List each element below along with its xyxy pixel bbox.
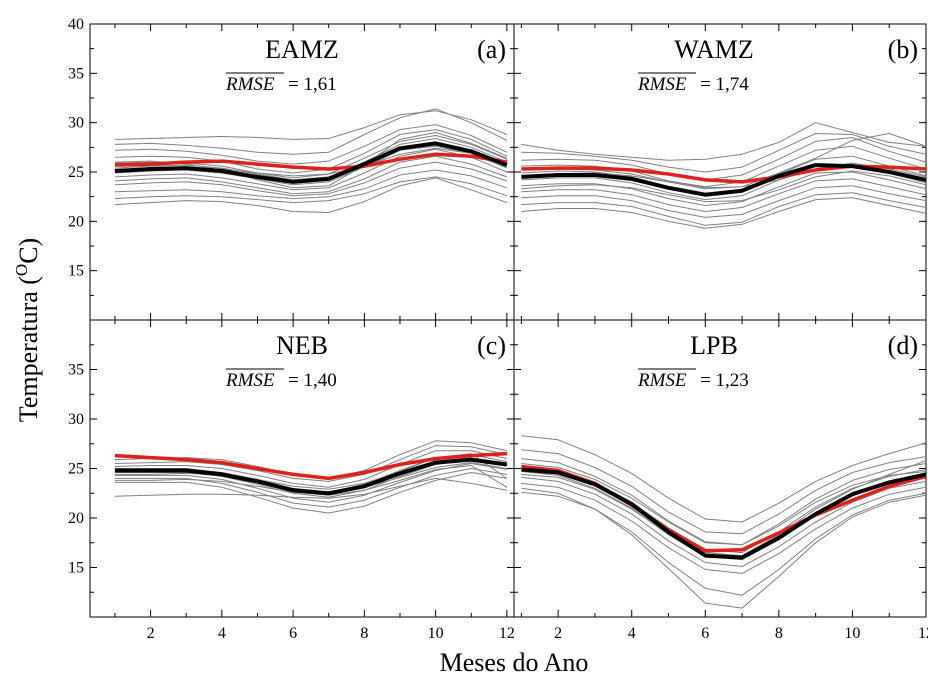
member-series-line <box>114 110 508 140</box>
x-tick-label: 2 <box>147 625 155 642</box>
y-tick-label: 25 <box>68 164 84 181</box>
member-series-line <box>521 192 926 226</box>
y-tick-label: 15 <box>68 560 84 577</box>
panel-frame <box>513 319 927 618</box>
x-tick-label: 8 <box>775 625 783 642</box>
member-series-line <box>114 129 508 174</box>
member-series-line <box>521 178 926 212</box>
panels-group: 15 20 25 30 35 40 EAMZ (a) RMSE = 1,61 WAMZ (b) RMSE… <box>68 16 928 642</box>
member-series-line <box>521 435 926 523</box>
rmse-label: RMSE <box>637 74 687 95</box>
member-series-line <box>114 177 508 213</box>
y-tick-label: 30 <box>68 411 84 428</box>
x-axis-label: Meses do Ano <box>440 648 589 677</box>
member-series-line <box>521 170 926 203</box>
member-series-line <box>114 445 508 482</box>
panel-letter: (d) <box>888 331 918 360</box>
panel-region-title: WAMZ <box>674 35 753 64</box>
member-series-line <box>521 449 926 535</box>
x-tick-label: 12 <box>918 625 928 642</box>
panel-letter: (a) <box>477 35 506 64</box>
x-tick-label: 10 <box>844 625 860 642</box>
member-series-line <box>521 476 926 567</box>
member-series-line <box>521 487 926 609</box>
member-series-line <box>521 137 926 181</box>
rmse-value: = 1,40 <box>288 370 337 391</box>
member-series-line <box>521 133 926 173</box>
member-series-line <box>114 169 508 200</box>
member-series-line <box>114 148 508 191</box>
ensemble-mean-line <box>114 457 508 496</box>
y-tick-label: 35 <box>68 65 84 82</box>
panel-a: 15 20 25 30 35 40 EAMZ (a) RMSE = 1,61 <box>68 16 515 321</box>
member-series-line <box>521 460 926 557</box>
y-tick-label: 40 <box>68 16 84 33</box>
y-axis-label: Temperatura (OC) <box>12 238 43 422</box>
y-axis-label-main: Temperatura ( <box>14 276 43 422</box>
x-tick-label: 4 <box>628 625 636 642</box>
panel-letter: (c) <box>477 331 506 360</box>
x-tick-label: 12 <box>499 625 515 642</box>
rmse-value: = 1,74 <box>700 74 749 95</box>
member-series-line <box>521 145 926 188</box>
y-tick-label: 25 <box>68 461 84 478</box>
x-tick-label: 10 <box>428 625 444 642</box>
member-series-line <box>521 197 926 229</box>
rmse-label: RMSE <box>225 370 275 391</box>
member-series-line <box>114 468 507 508</box>
rmse-value: = 1,23 <box>700 370 749 391</box>
panel-letter: (b) <box>888 35 918 64</box>
y-tick-label: 30 <box>68 115 84 132</box>
reference-series-line <box>114 152 508 171</box>
rmse-label: RMSE <box>637 370 687 391</box>
panel-region-title: EAMZ <box>265 35 339 64</box>
ensemble-mean-line <box>521 163 926 197</box>
member-series-line <box>521 482 926 574</box>
panel-b: WAMZ (b) RMSE = 1,74 <box>513 23 927 321</box>
member-series-line <box>114 108 508 155</box>
x-tick-label: 6 <box>701 625 709 642</box>
member-series-line <box>521 463 926 546</box>
panel-region-title: NEB <box>276 331 328 360</box>
member-series-line <box>114 176 508 204</box>
member-series-line <box>114 450 508 488</box>
panel-c: 15 20 25 30 35 2 4 6 8 10 12 NEB (c) RMSE = 1,40 <box>68 319 515 642</box>
panel-d: 2 4 6 8 10 12 LPB (d) RMSE = 1,23 <box>513 319 928 642</box>
member-series-line <box>521 171 926 206</box>
x-tick-label: 2 <box>554 625 562 642</box>
member-series-line <box>114 124 508 165</box>
rmse-value: = 1,61 <box>288 74 337 95</box>
member-series-line <box>521 458 926 546</box>
member-series-line <box>114 155 508 195</box>
y-tick-label: 20 <box>68 510 84 527</box>
panel-frame <box>513 23 927 321</box>
member-series-line <box>521 122 926 161</box>
rmse-label: RMSE <box>225 74 275 95</box>
reference-series-line <box>114 451 507 481</box>
y-axis-label-unit: C) <box>14 238 43 264</box>
y-axis-label-superscript: O <box>12 264 31 276</box>
y-tick-label: 15 <box>68 263 84 280</box>
member-series-line <box>114 477 507 499</box>
member-series-line <box>114 161 508 197</box>
panel-region-title: LPB <box>690 331 738 360</box>
ensemble-mean-line <box>521 467 926 560</box>
y-tick-label: 20 <box>68 213 84 230</box>
member-series-line <box>521 185 926 218</box>
ensemble-mean-line <box>114 141 508 184</box>
x-tick-label: 8 <box>360 625 368 642</box>
x-tick-label: 6 <box>289 625 297 642</box>
y-tick-label: 35 <box>68 362 84 379</box>
x-tick-label: 4 <box>218 625 226 642</box>
